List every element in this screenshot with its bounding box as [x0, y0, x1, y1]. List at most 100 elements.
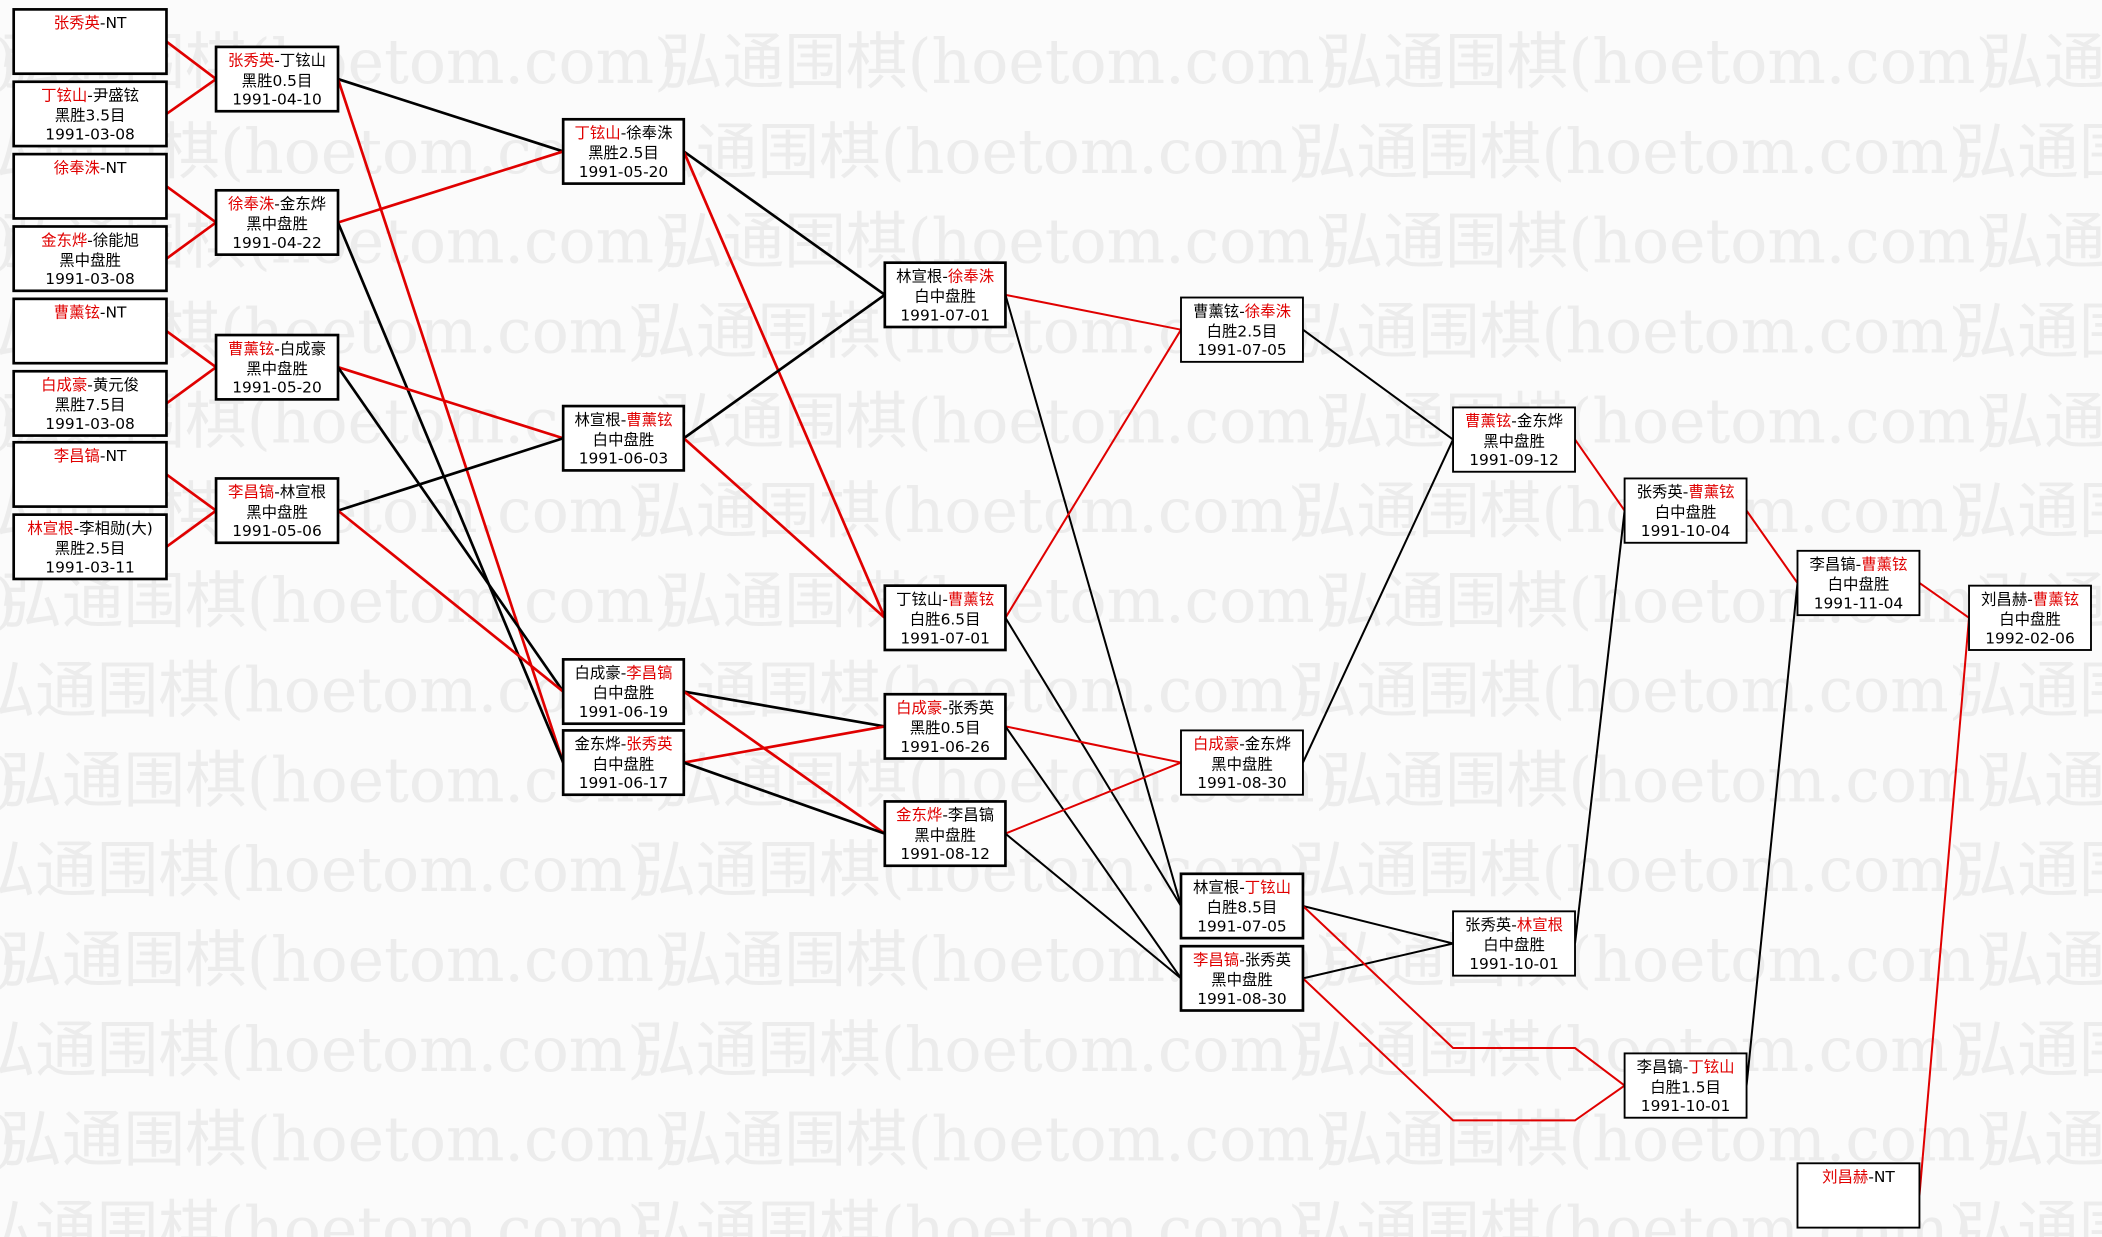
game-result: 白中盘胜 [1999, 610, 2061, 629]
game-result: 白中盘胜 [1483, 935, 1545, 954]
players-line: 丁铉山-曹薰铉 [896, 590, 994, 608]
player-white: 曹薰铉 [626, 411, 672, 429]
game-result: 黑中盘胜 [246, 502, 308, 521]
game-box-border [1452, 406, 1576, 473]
game-result: 黑胜0.5目 [910, 719, 981, 737]
game-date: 1991-04-10 [232, 91, 322, 109]
player-white: 徐能旭 [93, 231, 139, 249]
player-black: 曹薰铉 [1465, 412, 1511, 430]
player-black: 林宣根 [896, 267, 942, 285]
watermark-text: 弘通围棋(hoetom.com) [0, 924, 678, 996]
watermark-text: 弘通围棋(hoetom.com) [1295, 295, 1973, 367]
game-date: 1991-10-04 [1641, 522, 1731, 540]
player-black: 刘昌赫 [1822, 1168, 1868, 1186]
game-box-border [214, 477, 340, 545]
separator: - [1239, 735, 1245, 753]
watermark-text: 弘通围棋(hoetom.com) [1982, 206, 2102, 278]
game-date: 1991-06-26 [900, 738, 990, 756]
game-date: 1991-08-12 [900, 845, 990, 863]
player-black: 李昌镐 [1809, 556, 1855, 574]
players-line: 曹薰铉-徐奉洙 [1193, 302, 1291, 320]
watermark-text: 弘通围棋(hoetom.com) [1956, 1193, 2102, 1237]
separator: - [942, 699, 948, 717]
game-date: 1991-03-11 [45, 558, 135, 576]
game-box-border [12, 80, 168, 148]
game-box[interactable]: 曹薰铉-NT [12, 297, 168, 365]
players-line: 李昌镐-丁铉山 [1637, 1058, 1735, 1076]
game-result: 白中盘胜 [593, 683, 655, 702]
bracket-connector [165, 509, 217, 548]
player-white: NT [106, 159, 128, 177]
player-black: 白成豪 [896, 698, 942, 717]
player-white: 张秀英 [1245, 951, 1291, 969]
bracket-connector [683, 725, 886, 764]
game-boxes: 张秀英-NT丁铉山-尹盛铉黑胜3.5目1991-03-08徐奉洙-NT金东烨-徐… [12, 8, 2092, 1229]
game-box[interactable]: 张秀英-NT [12, 8, 168, 76]
player-white: 金东烨 [280, 195, 326, 213]
player-black: 张秀英 [54, 14, 100, 32]
separator: - [274, 340, 280, 358]
watermark-text: 弘通围棋(hoetom.com) [1982, 924, 2102, 996]
game-box-border [561, 658, 686, 726]
watermark-text: 弘通围棋(hoetom.com) [661, 1104, 1339, 1176]
game-date: 1991-06-19 [579, 703, 669, 721]
bracket-connector [1004, 294, 1182, 907]
player-white: 徐奉洙 [626, 124, 672, 142]
separator: - [621, 411, 627, 429]
game-result: 白中盘胜 [914, 287, 976, 306]
game-box-border [1796, 1162, 1921, 1229]
players-line: 林宣根-丁铉山 [1193, 879, 1291, 897]
player-white: NT [106, 14, 128, 32]
bracket-connector [165, 473, 217, 512]
game-date: 1991-04-22 [232, 234, 322, 252]
separator: - [100, 159, 106, 177]
bracket-connector [1574, 510, 1626, 944]
player-white: NT [106, 304, 128, 322]
game-box[interactable]: 刘昌赫-NT [1796, 1162, 1921, 1229]
separator: - [1683, 1058, 1689, 1076]
game-date: 1991-03-08 [45, 415, 135, 433]
game-date: 1991-08-30 [1197, 774, 1287, 792]
separator: - [1239, 951, 1245, 969]
game-box[interactable]: 李昌镐-NT [12, 440, 168, 508]
game-box-border [12, 369, 168, 437]
game-result: 黑中盘胜 [246, 214, 308, 233]
bracket-connector [682, 150, 887, 619]
player-white: 林宣根 [1517, 916, 1563, 934]
separator: - [274, 52, 280, 70]
game-date: 1991-07-01 [900, 306, 990, 324]
watermark-text: 弘通围棋(hoetom.com) [1956, 475, 2102, 547]
game-date: 1991-07-01 [900, 629, 990, 647]
player-black: 李昌镐 [1637, 1058, 1683, 1076]
game-box[interactable]: 徐奉洙-NT [12, 152, 168, 220]
bracket-connector [337, 150, 564, 224]
bracket-connector [1004, 832, 1182, 980]
player-white: 丁铉山 [1688, 1058, 1734, 1076]
